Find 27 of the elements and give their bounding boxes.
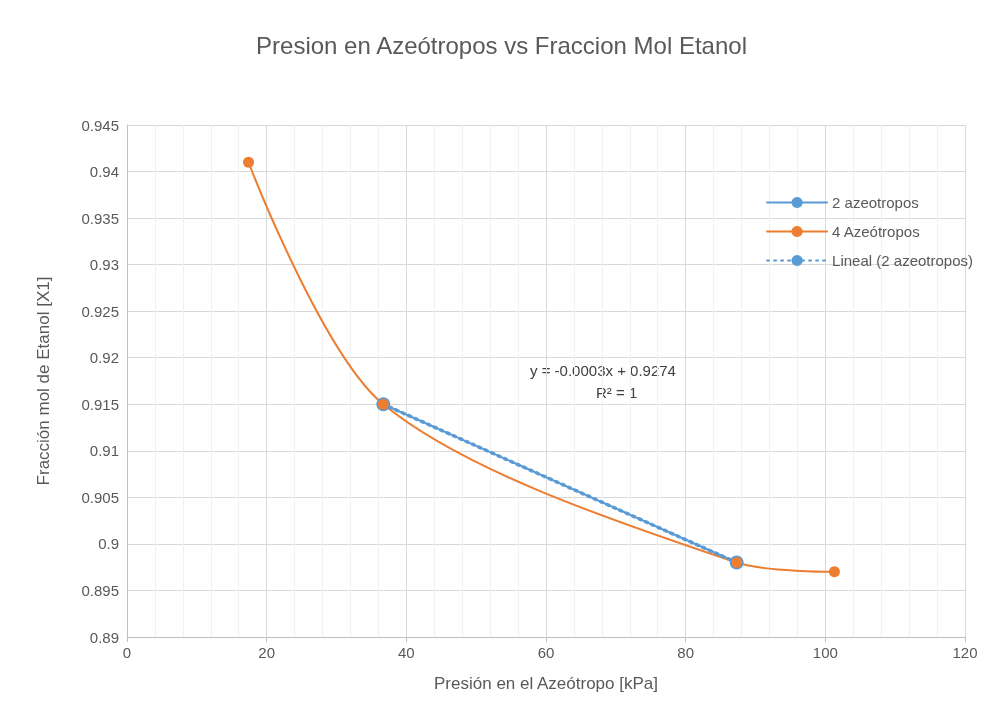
y-tick-label: 0.905 [81, 488, 119, 506]
point [243, 156, 255, 168]
chart-title: Presion en Azeótropos vs Fraccion Mol Etanol [256, 31, 747, 59]
y-tick-label: 0.945 [81, 116, 119, 134]
y-tick-label: 0.91 [89, 442, 119, 460]
x-tick-label: 0 [122, 644, 132, 661]
x-tick-label: 60 [537, 644, 555, 661]
y-tick-label: 0.935 [81, 209, 119, 227]
x-tick-label: 40 [397, 644, 415, 661]
y-tick-label: 0.925 [81, 302, 119, 320]
legend-label: 2 azeotropos [832, 194, 919, 211]
y-axis-title: Fracción mol de Etanol [X1] [34, 276, 53, 486]
x-tick-label: 80 [677, 644, 695, 661]
x-tick-label: 100 [812, 644, 838, 661]
y-tick-label: 0.915 [81, 395, 119, 413]
x-tick-label: 120 [952, 644, 978, 661]
y-tick-label: 0.9 [98, 535, 119, 553]
y-tick-label: 0.89 [89, 628, 119, 646]
y-tick-label: 0.93 [89, 256, 119, 274]
x-axis-title: Presión en el Azeótropo [kPa] [434, 674, 658, 693]
y-tick-label: 0.92 [89, 349, 119, 367]
y-tick-label: 0.895 [81, 581, 119, 599]
legend-label: 4 Azeótropos [832, 223, 920, 240]
y-tick-label: 0.94 [89, 163, 119, 181]
point [828, 566, 840, 578]
legend-label: Lineal (2 azeotropos) [832, 252, 973, 269]
x-tick-label: 20 [258, 644, 276, 661]
